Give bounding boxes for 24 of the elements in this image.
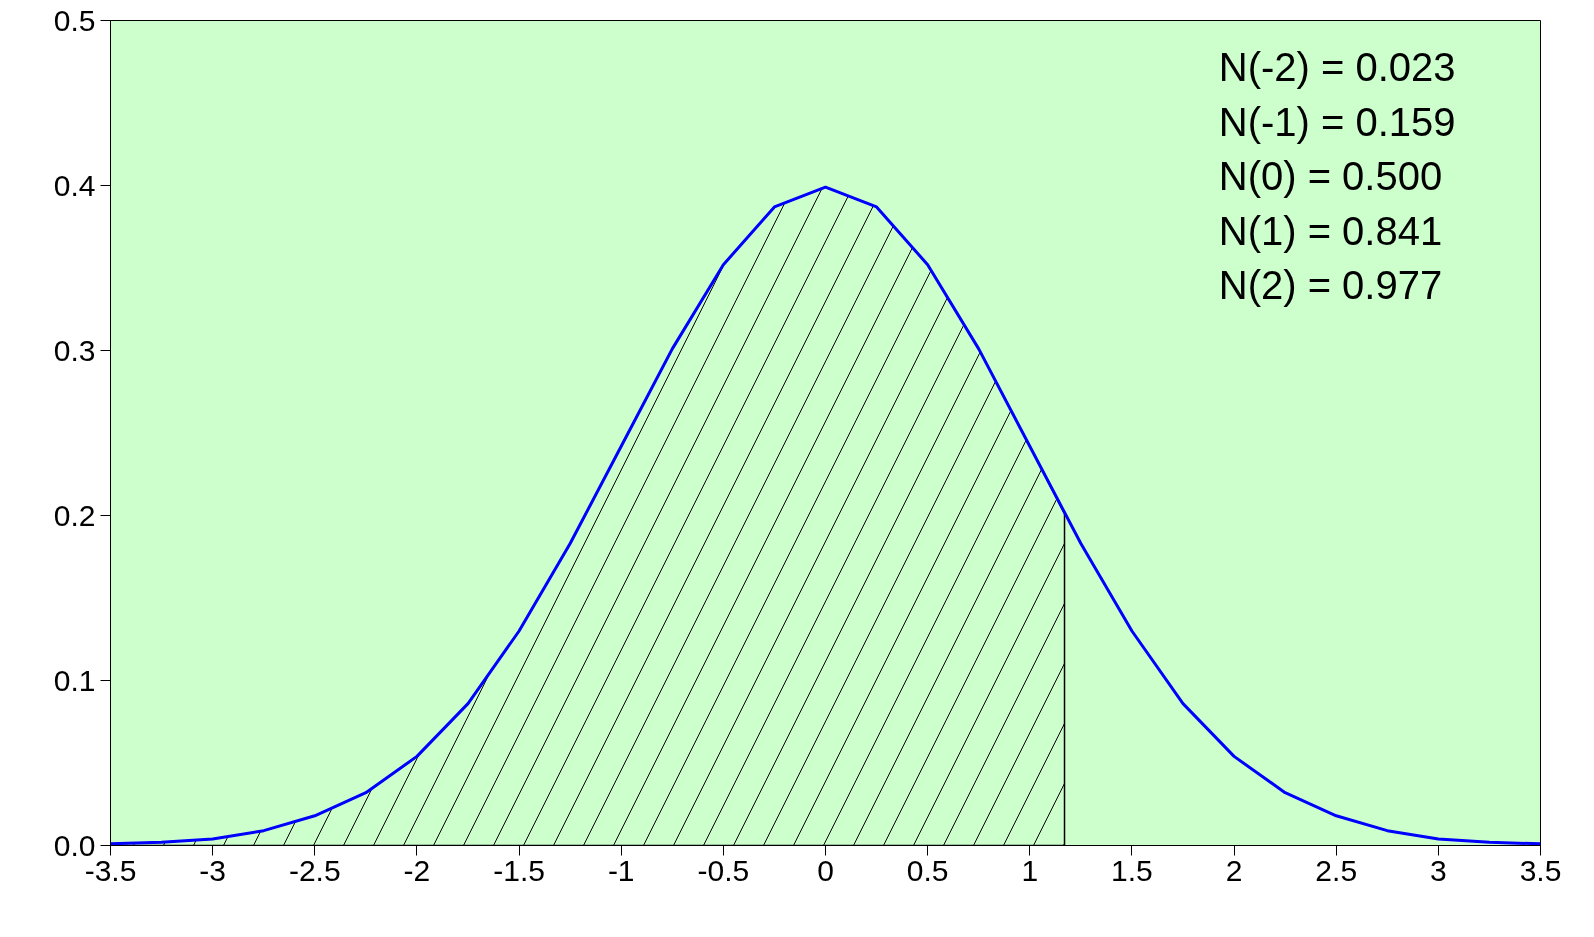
x-tick-label: -2.5: [288, 853, 341, 887]
y-tick-label: 0.1: [53, 663, 96, 697]
x-tick-label: -3: [199, 853, 226, 887]
annotation: N(1) = 0.841: [1218, 208, 1443, 253]
y-tick-label: 0.2: [53, 498, 96, 532]
annotation: N(-2) = 0.023: [1218, 45, 1456, 90]
annotation: N(2) = 0.977: [1218, 263, 1443, 308]
x-tick-label: 2.5: [1315, 853, 1358, 887]
x-tick-label: 1.5: [1111, 853, 1153, 887]
x-tick-label: -1.5: [493, 853, 545, 887]
x-tick-label: 0: [817, 853, 834, 887]
x-tick-label: -2: [403, 853, 431, 887]
y-tick-label: 0.3: [53, 333, 96, 367]
y-tick-label: 0.5: [53, 3, 96, 37]
x-tick-label: 3.5: [1519, 853, 1562, 887]
x-tick-label: 3: [1430, 853, 1447, 887]
x-tick-label: -1: [607, 853, 635, 887]
annotation: N(-1) = 0.159: [1218, 99, 1456, 144]
x-tick-label: -0.5: [697, 853, 750, 887]
x-tick-label: 0.5: [906, 853, 949, 887]
y-tick-label: 0.4: [53, 168, 96, 202]
annotation: N(0) = 0.500: [1218, 154, 1443, 199]
x-tick-label: 2: [1225, 853, 1243, 887]
x-tick-label: 1: [1021, 853, 1039, 887]
